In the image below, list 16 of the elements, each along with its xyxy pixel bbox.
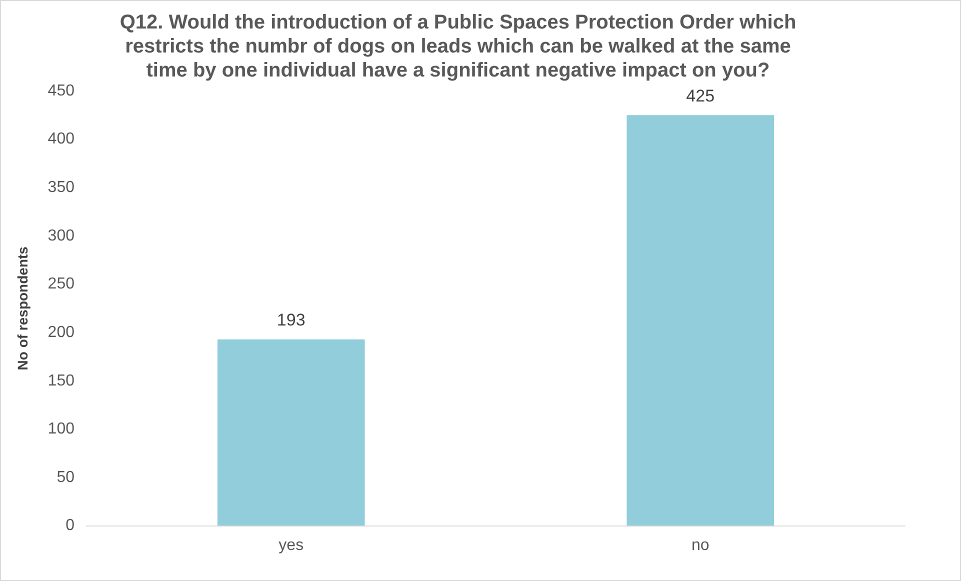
y-tick-label: 300 <box>48 227 75 244</box>
y-tick-label: 450 <box>48 82 75 100</box>
y-tick-label: 150 <box>48 372 75 390</box>
data-label: 193 <box>276 310 306 330</box>
y-tick-label: 0 <box>66 517 75 534</box>
data-label: 425 <box>686 86 715 106</box>
y-axis-title: No of respondents <box>14 246 30 370</box>
y-tick-label: 200 <box>48 324 75 341</box>
y-tick-label: 50 <box>56 468 75 486</box>
y-tick-label: 350 <box>48 179 75 196</box>
x-tick-label: yes <box>278 536 304 554</box>
y-tick-label: 400 <box>48 130 75 148</box>
y-tick-label: 250 <box>48 276 75 293</box>
chart-title: Q12. Would the introduction of a Public Spaces Protection Order which restricts the numbr of dogs on leads which can be walked at the same time by one individual have a significant negative impact on you? <box>120 12 796 82</box>
y-tick-label: 100 <box>48 420 75 438</box>
x-tick-label: no <box>691 536 710 554</box>
